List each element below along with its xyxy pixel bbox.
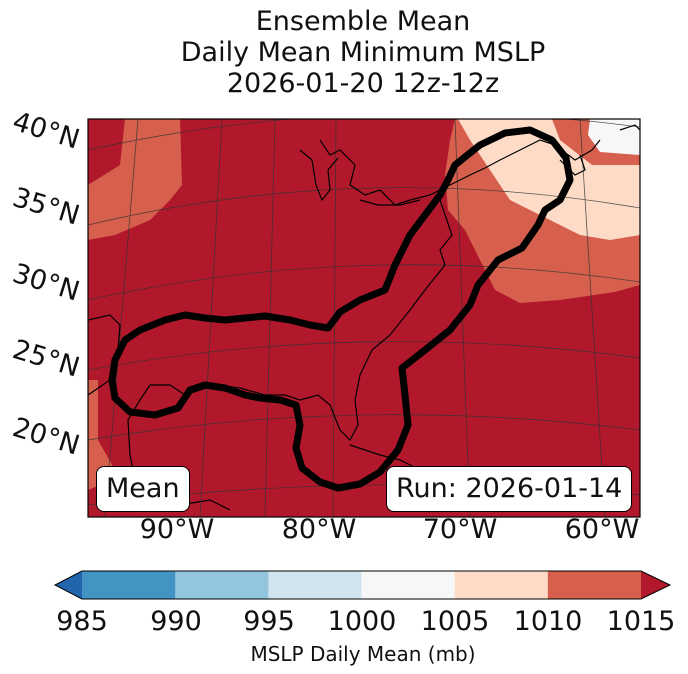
chart-title: Ensemble Mean Daily Mean Minimum MSLP 20…	[0, 6, 688, 99]
title-line-1: Ensemble Mean	[255, 6, 471, 37]
mslp-zone-southwest	[88, 380, 115, 490]
colorbar-tick-990: 990	[150, 606, 202, 637]
lon-label-80w: 80°W	[281, 514, 357, 545]
colorbar-tick-1015: 1015	[606, 606, 676, 637]
map-area	[88, 119, 640, 517]
lon-label-60w: 60°W	[564, 514, 640, 545]
title-line-2: Daily Mean Minimum MSLP	[180, 37, 546, 68]
ensemble-contour	[108, 126, 574, 492]
map-frame	[87, 118, 641, 518]
colorbar-segment-1000	[361, 571, 456, 599]
lon-label-90w: 90°W	[139, 514, 215, 545]
title-line-3: 2026-01-20 12z-12z	[226, 68, 500, 99]
colorbar-segment-995	[268, 571, 362, 599]
colorbar-segment-985	[82, 571, 176, 599]
colorbar-segment-1005	[454, 571, 549, 599]
colorbar-segment-1010	[547, 571, 642, 599]
mean-label-box: Mean	[96, 466, 190, 512]
colorbar-tick-995: 995	[243, 606, 295, 637]
colorbar-segment-990	[175, 571, 269, 599]
colorbar-tick-1000: 1000	[327, 606, 397, 637]
colorbar-label: MSLP Daily Mean (mb)	[250, 642, 476, 666]
lon-label-70w: 70°W	[422, 514, 498, 545]
colorbar-tick-1010: 1010	[513, 606, 583, 637]
colorbar-tick-1005: 1005	[420, 606, 490, 637]
colorbar-segments	[55, 571, 670, 599]
colorbar-extend-high	[641, 571, 670, 599]
colorbar-outline	[53, 570, 672, 600]
mslp-zone-light-ne	[458, 119, 640, 240]
colorbar-extend-low	[55, 571, 82, 599]
colorbar-tick-985: 985	[56, 606, 108, 637]
run-date-box: Run: 2026-01-14	[386, 466, 633, 512]
